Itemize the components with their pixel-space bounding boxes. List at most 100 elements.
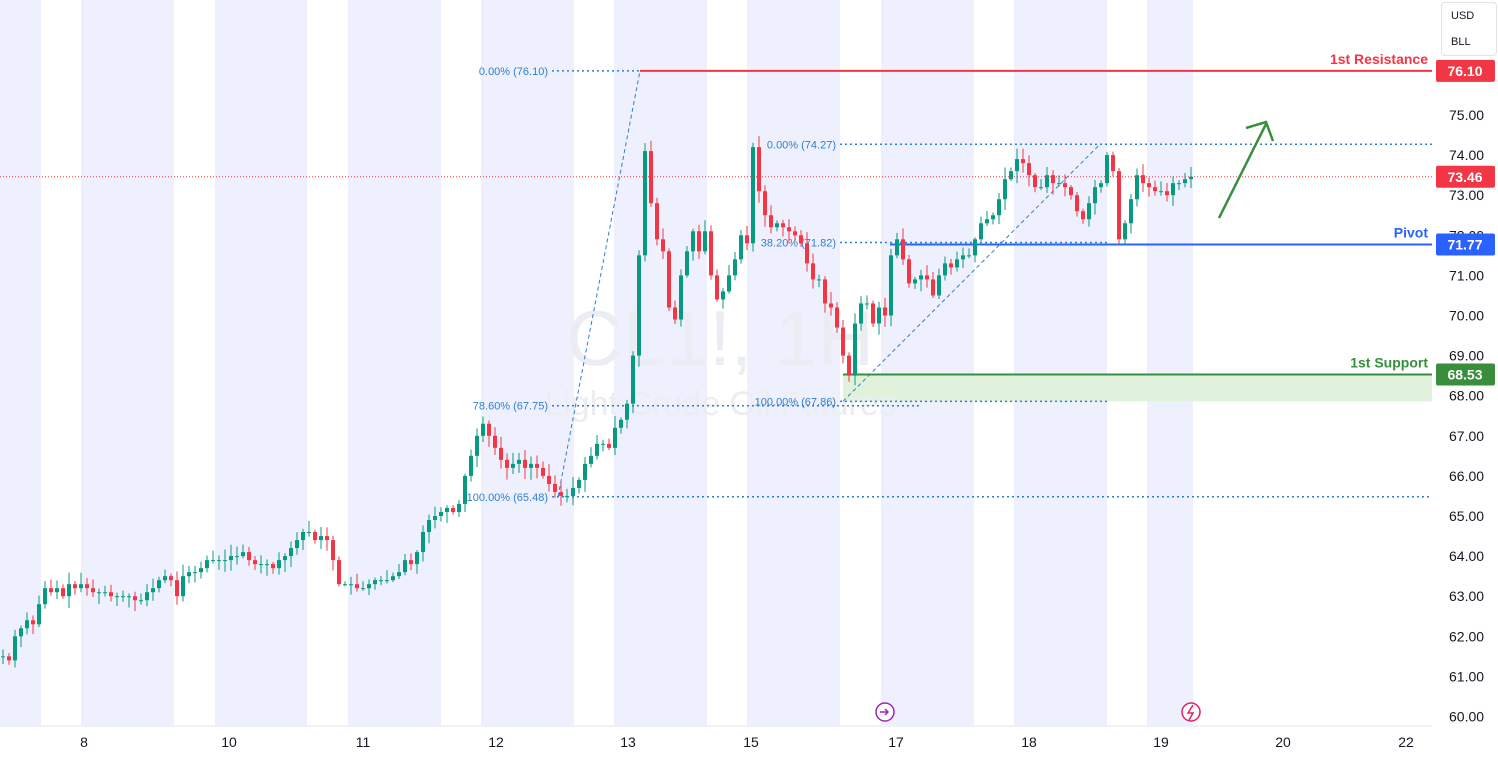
candle-body [397,572,401,577]
candle-body [961,255,965,260]
x-tick-label: 13 [620,734,636,750]
candle-body [679,275,683,320]
candle-body [103,592,107,594]
candle-body [913,279,917,284]
candle-body [1105,155,1109,184]
candle-body [1129,199,1133,224]
candle-body [127,596,131,598]
y-tick-label: 70.00 [1449,308,1484,324]
candle-body [271,564,275,569]
session-band [215,0,307,725]
candle-body [265,564,269,566]
candle-body [445,507,449,512]
candle-body [211,560,215,562]
candle-body [871,303,875,324]
candle-body [367,584,371,589]
candle-body [217,560,221,562]
y-tick-label: 73.00 [1449,187,1484,203]
candle-body [415,552,419,565]
y-tick-label: 67.00 [1449,428,1484,444]
levels-layer: 1st Resistance Pivot 1st Support [0,51,1432,376]
candle-body [49,588,53,593]
price-badge-bg [1436,363,1495,386]
candle-body [1159,191,1163,193]
candle-body [739,235,743,260]
candle-body [859,303,863,324]
candle-body [337,560,341,585]
candle-body [1063,183,1067,188]
x-tick-label: 17 [888,734,904,750]
level-name: 1st Resistance [1330,51,1428,67]
y-tick-label: 69.00 [1449,348,1484,364]
candle-body [1075,195,1079,212]
price-badge-label: 68.53 [1447,366,1482,382]
session-break-icon[interactable] [875,702,895,722]
candle-body [595,443,599,456]
candle-body [19,628,23,637]
candle-body [673,307,677,320]
candle-body [151,588,155,593]
candle-body [1099,183,1103,188]
fib-level-label: 100.00% (65.48) [467,492,548,504]
fib-trend-line [842,143,1101,402]
candle-body [43,588,47,605]
candle-body [583,463,587,480]
candle-body [475,435,479,456]
candle-body [883,307,887,316]
price-badge-bg [1436,165,1495,188]
candle-body [481,423,485,436]
candle-body [307,532,311,534]
candle-body [727,275,731,292]
candle-body [289,548,293,557]
price-badges: 76.10 73.46 71.77 68.53 [1436,59,1495,386]
candle-body [793,231,797,236]
candle-body [1051,175,1055,184]
candle-body [1123,223,1127,240]
candle-body [517,459,521,464]
candle-body [1009,171,1013,180]
candle-body [991,215,995,220]
candle-body [781,223,785,228]
candle-body [175,580,179,597]
watermark-name: Light Crude Oil Futures [544,385,896,423]
lightning-icon-bolt [1186,704,1195,721]
candle-body [253,560,257,565]
candle-body [853,323,857,376]
lightning-icon[interactable] [1181,702,1201,722]
candle-body [1093,187,1097,204]
candle-body [403,560,407,573]
candle-body [925,275,929,280]
lightning-icon-ring [1181,702,1201,722]
currency-box[interactable]: USD BLL [1441,2,1497,56]
forecast-arrow-head [1245,120,1275,142]
price-badge: 76.10 [1436,59,1495,82]
candle-body [1,656,5,658]
price-badge-label: 71.77 [1447,237,1482,253]
x-tick-label: 19 [1153,734,1169,750]
candle-body [565,495,569,497]
candle-body [1081,211,1085,220]
y-tick-label: 64.00 [1449,548,1484,564]
candle-body [409,560,413,565]
candle-body [529,463,533,468]
support-zone-layer [843,374,1432,402]
candle-body [157,580,161,589]
candle-body [73,584,77,589]
fib-trend-line [557,70,641,497]
annotations-layer [875,120,1275,722]
candle-body [865,303,869,305]
y-tick-label: 61.00 [1449,668,1484,684]
candle-body [667,251,671,308]
x-tick-label: 22 [1398,734,1414,750]
candle-body [697,231,701,252]
candle-body [967,255,971,257]
candle-body [1165,191,1169,196]
candle-body [745,235,749,244]
candle-body [733,259,737,276]
candle-body [631,355,635,404]
candle-body [811,263,815,280]
candle-body [949,263,953,268]
session-band [881,0,974,725]
candle-body [463,475,467,504]
